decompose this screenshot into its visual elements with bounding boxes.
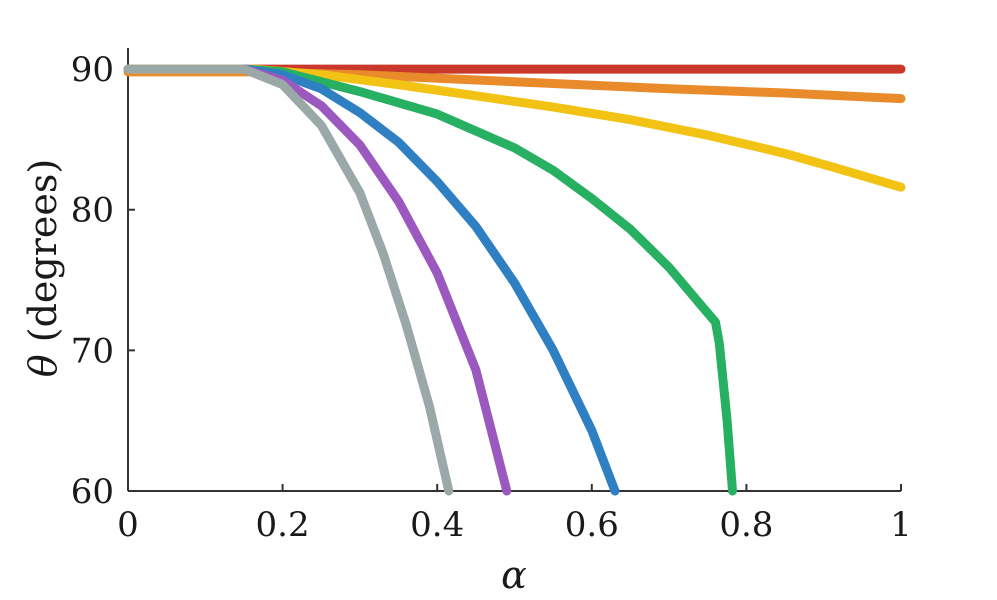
series-line: [239, 64, 737, 496]
series-group: [123, 64, 906, 496]
x-tick-label: 0.2: [256, 505, 310, 545]
y-tick-label: 90: [71, 50, 114, 90]
x-tick-label: 0.8: [719, 505, 773, 545]
y-axis-title-text: (degrees): [21, 159, 65, 342]
x-tick-label: 0.6: [565, 505, 619, 545]
series-line: [123, 64, 454, 496]
ticks: 0 0.2 0.4 0.6 0.8 1 60 70 80 90: [71, 50, 912, 545]
axes: [127, 48, 901, 492]
y-tick-label: 60: [71, 472, 114, 512]
series-line: [239, 64, 620, 496]
y-tick-label: 70: [71, 331, 114, 371]
series-line: [123, 64, 906, 192]
x-tick-label: 1: [890, 505, 912, 545]
series-line: [123, 67, 906, 104]
x-axis-title: α: [501, 553, 527, 597]
series-line: [239, 64, 512, 496]
y-axis-title-symbol: θ: [21, 354, 65, 377]
y-axis-title-spacer: [21, 342, 65, 354]
x-tick-label: 0: [117, 505, 139, 545]
x-tick-label: 0.4: [410, 505, 464, 545]
y-tick-label: 80: [71, 191, 114, 231]
y-axis-title: θ (degrees): [21, 159, 65, 377]
